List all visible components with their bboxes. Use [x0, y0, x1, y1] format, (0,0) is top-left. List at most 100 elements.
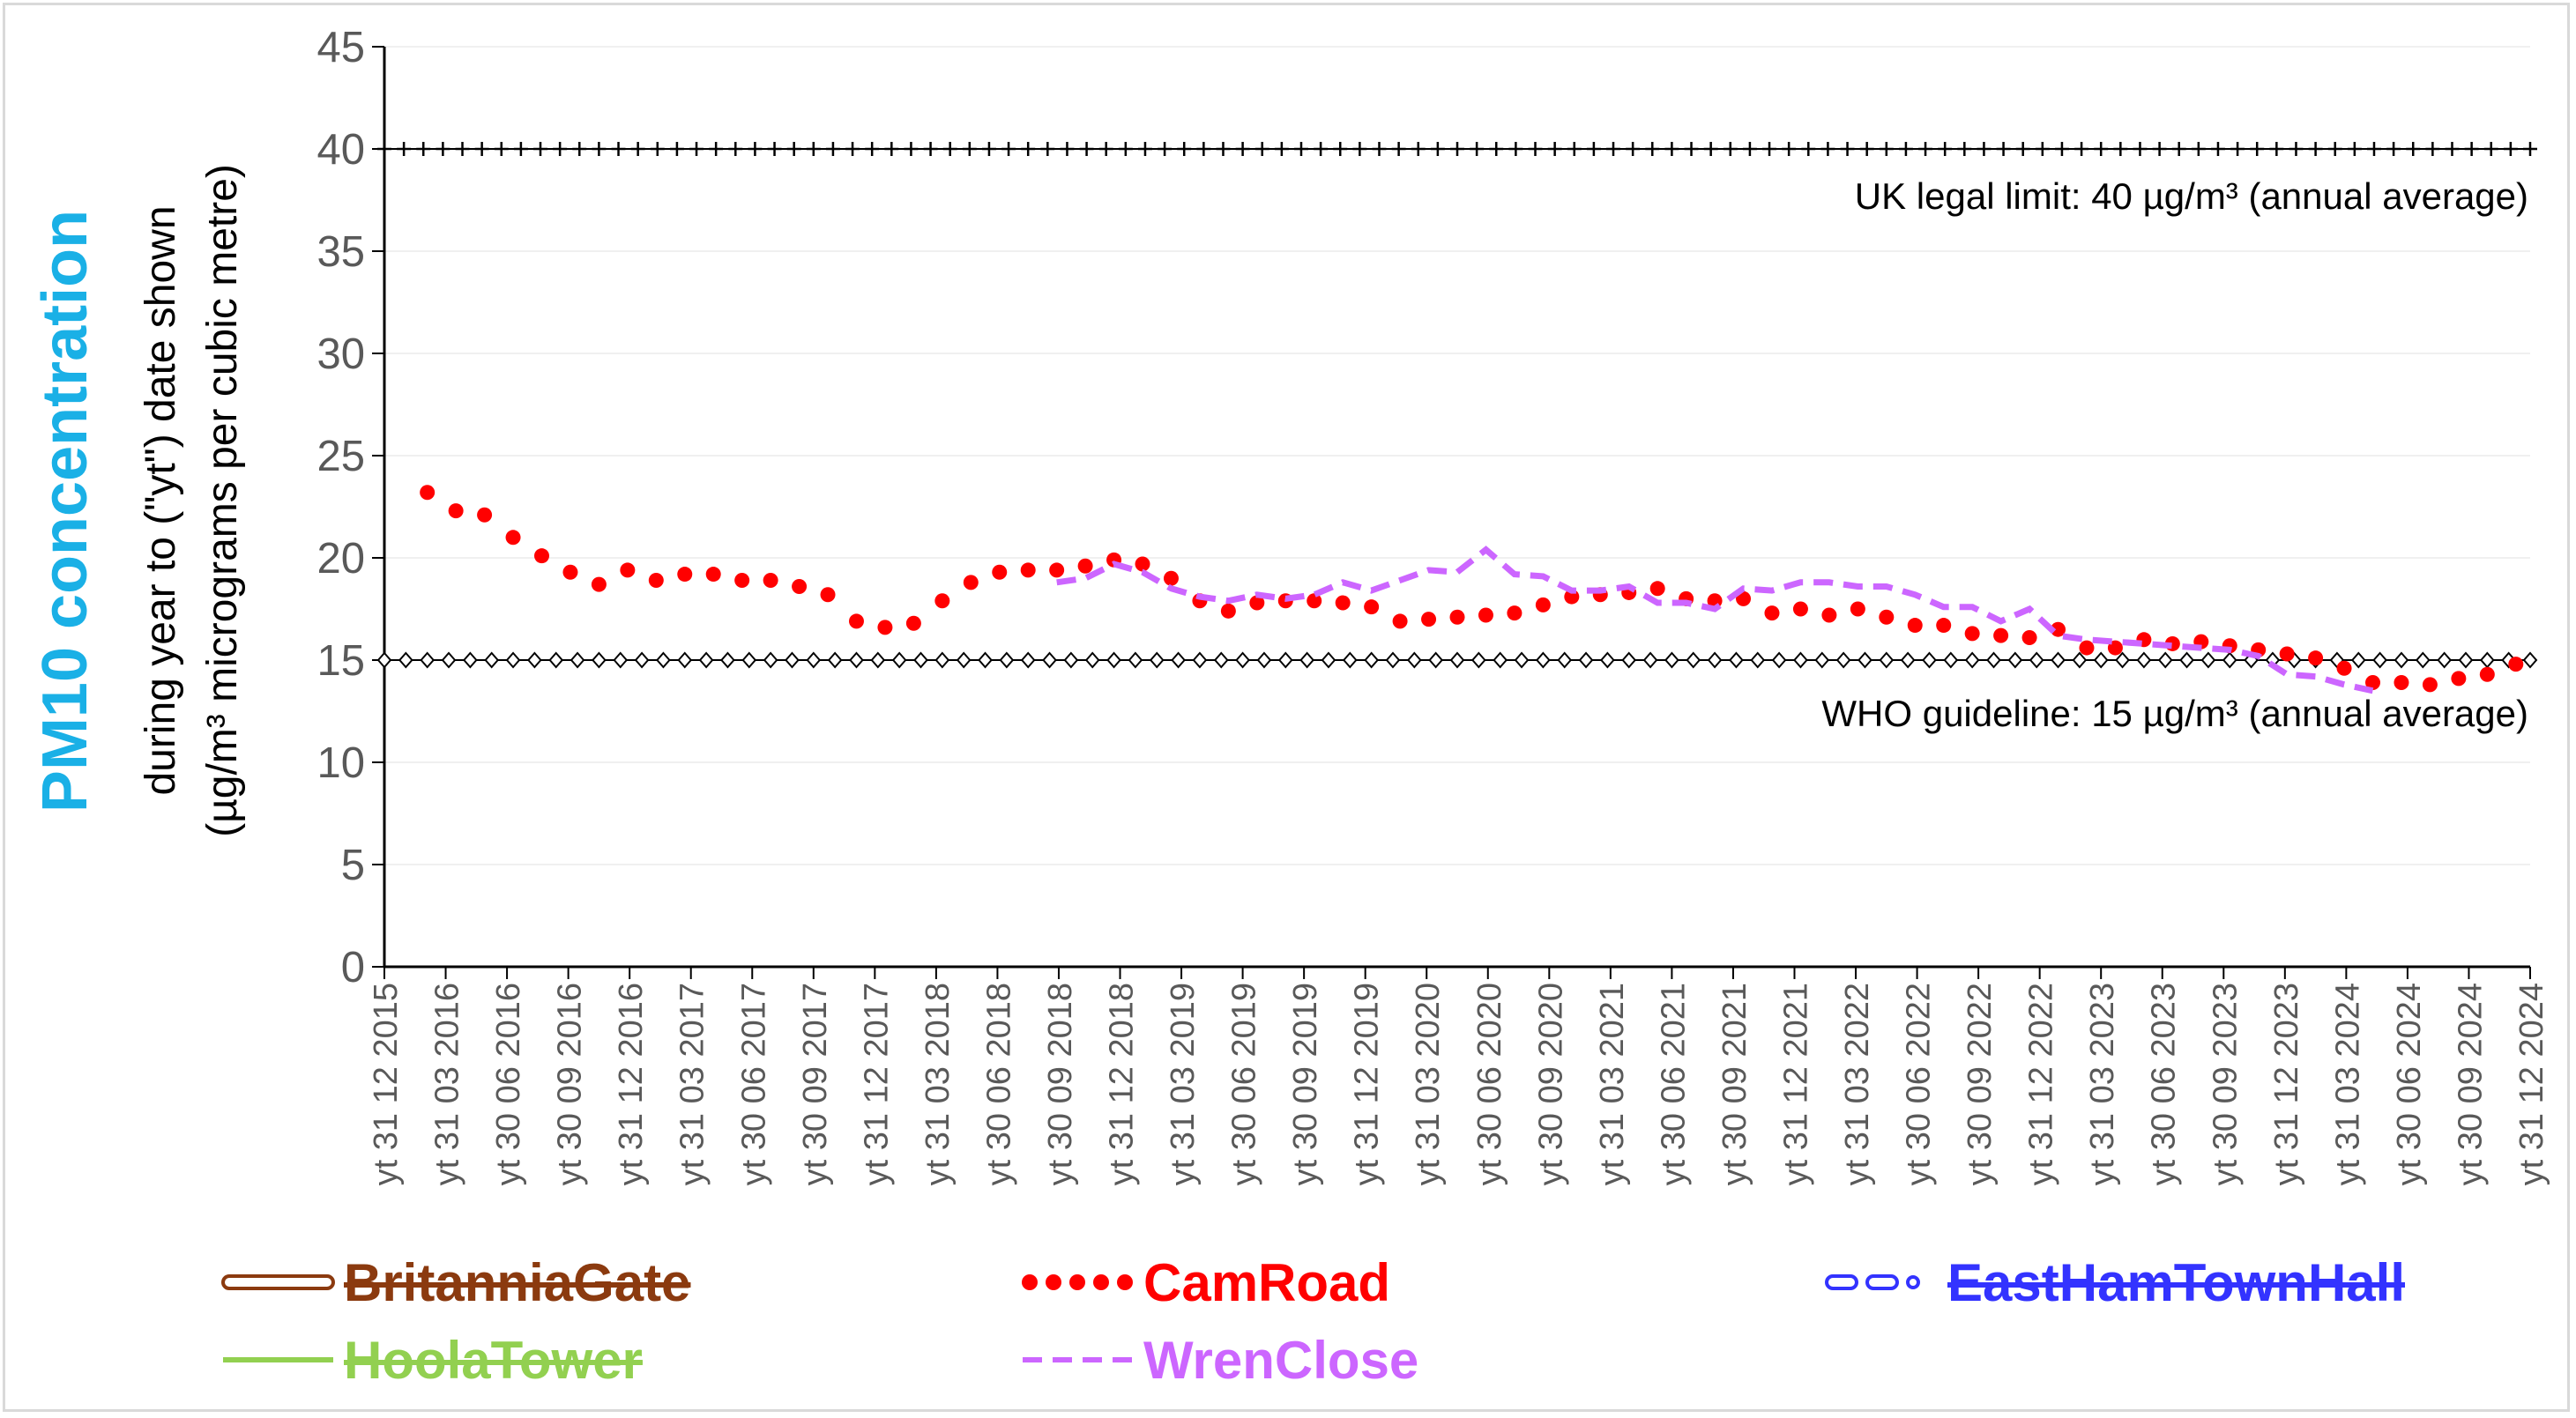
plus-marker	[825, 142, 840, 156]
x-tick-label: yt 30 09 2020	[1532, 983, 1569, 1185]
plus-marker	[1918, 142, 1933, 156]
x-tick-label: yt 31 03 2018	[919, 983, 957, 1185]
x-tick-label: yt 30 06 2022	[1901, 983, 1938, 1185]
x-tick-label: yt 31 03 2017	[674, 983, 711, 1185]
x-tick-label: yt 30 06 2016	[490, 983, 527, 1185]
data-point	[1220, 603, 1236, 619]
plus-marker	[1158, 142, 1173, 156]
plus-marker	[2289, 142, 2304, 156]
plus-marker	[845, 142, 860, 156]
plus-marker	[553, 142, 568, 156]
plus-marker	[1040, 142, 1055, 156]
chart-frame	[3, 3, 2570, 1412]
plus-marker	[1840, 142, 1855, 156]
data-point	[648, 573, 664, 589]
x-tick-label: yt 30 06 2020	[1471, 983, 1508, 1185]
plus-marker	[728, 142, 743, 156]
x-tick-label: yt 31 12 2023	[2268, 983, 2305, 1185]
plus-marker	[786, 142, 801, 156]
plus-marker	[1723, 142, 1738, 156]
plus-marker	[1762, 142, 1777, 156]
diamond-marker	[2157, 651, 2173, 669]
diamond-marker	[1149, 651, 1165, 669]
data-point	[1764, 605, 1780, 621]
plus-marker	[1957, 142, 1972, 156]
data-point	[1792, 601, 1808, 617]
plus-marker	[1645, 142, 1660, 156]
diamond-marker	[2029, 651, 2044, 669]
data-point	[963, 575, 979, 590]
plus-marker	[1235, 142, 1250, 156]
x-tick-label: yt 31 12 2018	[1104, 983, 1141, 1185]
data-point	[1249, 595, 1265, 611]
plus-marker	[572, 142, 587, 156]
reference-lines: UK legal limit: 40 µg/m³ (annual average…	[376, 142, 2538, 734]
plus-marker	[630, 142, 645, 156]
x-tick-label: yt 31 03 2022	[1839, 983, 1876, 1185]
plus-marker	[1314, 142, 1329, 156]
plus-marker	[397, 142, 412, 156]
data-point	[2051, 621, 2066, 637]
diamond-marker	[613, 651, 629, 669]
plus-marker	[474, 142, 489, 156]
plus-marker	[1547, 142, 1562, 156]
x-tick-label: yt 30 06 2017	[735, 983, 772, 1185]
data-point	[1649, 581, 1665, 597]
diamond-marker	[656, 651, 671, 669]
diamond-marker	[1042, 651, 1057, 669]
diamond-marker	[1986, 651, 2001, 669]
plus-marker	[1996, 142, 2011, 156]
plus-marker	[1626, 142, 1641, 156]
plus-marker	[1820, 142, 1835, 156]
data-point	[1907, 618, 1923, 634]
diamond-marker	[1536, 651, 1551, 669]
x-tick-label: yt 30 09 2021	[1716, 983, 1753, 1185]
plus-marker	[1060, 142, 1075, 156]
diamond-marker	[1084, 651, 1100, 669]
legend-swatch	[1825, 1274, 1920, 1290]
legend-swatch	[1046, 1274, 1061, 1290]
plus-marker	[1411, 142, 1426, 156]
plus-marker	[1664, 142, 1679, 156]
diamond-marker	[698, 651, 714, 669]
y-tick-label: 30	[316, 330, 365, 378]
plus-marker	[1801, 142, 1816, 156]
diamond-marker	[1600, 651, 1615, 669]
diamond-marker	[1900, 651, 1916, 669]
plus-marker	[2366, 142, 2381, 156]
diamond-marker	[1771, 651, 1787, 669]
plus-marker	[1216, 142, 1231, 156]
diamond-marker	[1342, 651, 1358, 669]
plus-marker	[1196, 142, 1211, 156]
y-tick-label: 5	[341, 842, 365, 889]
x-tick-label: yt 30 09 2019	[1287, 983, 1324, 1185]
y-axis-title-main: PM10 concentration	[30, 210, 101, 813]
data-point	[2479, 666, 2495, 682]
diamond-marker	[1493, 651, 1508, 669]
data-point	[705, 567, 721, 583]
plus-marker	[1470, 142, 1485, 156]
plus-marker	[1782, 142, 1797, 156]
diamond-marker	[398, 651, 413, 669]
diamond-marker	[1642, 651, 1658, 669]
y-tick-label: 45	[316, 24, 365, 71]
x-tick-label: yt 31 03 2020	[1410, 983, 1447, 1185]
plus-marker	[962, 142, 977, 156]
x-tick-label: yt 30 09 2016	[552, 983, 589, 1185]
plus-marker	[1977, 142, 1992, 156]
y-tick-label: 15	[316, 637, 365, 685]
diamond-marker	[891, 651, 907, 669]
reference-line-label: UK legal limit: 40 µg/m³ (annual average…	[1855, 175, 2528, 217]
plus-marker	[1079, 142, 1094, 156]
plus-marker	[981, 142, 996, 156]
plus-marker	[1137, 142, 1152, 156]
x-tick-label: yt 30 06 2021	[1655, 983, 1692, 1185]
data-point	[1449, 609, 1465, 625]
plus-marker	[2191, 142, 2206, 156]
plus-marker	[942, 142, 957, 156]
plus-marker	[1684, 142, 1699, 156]
plus-marker	[1859, 142, 1874, 156]
plus-marker	[533, 142, 548, 156]
grid-lines	[384, 46, 2530, 865]
diamond-marker	[592, 651, 607, 669]
